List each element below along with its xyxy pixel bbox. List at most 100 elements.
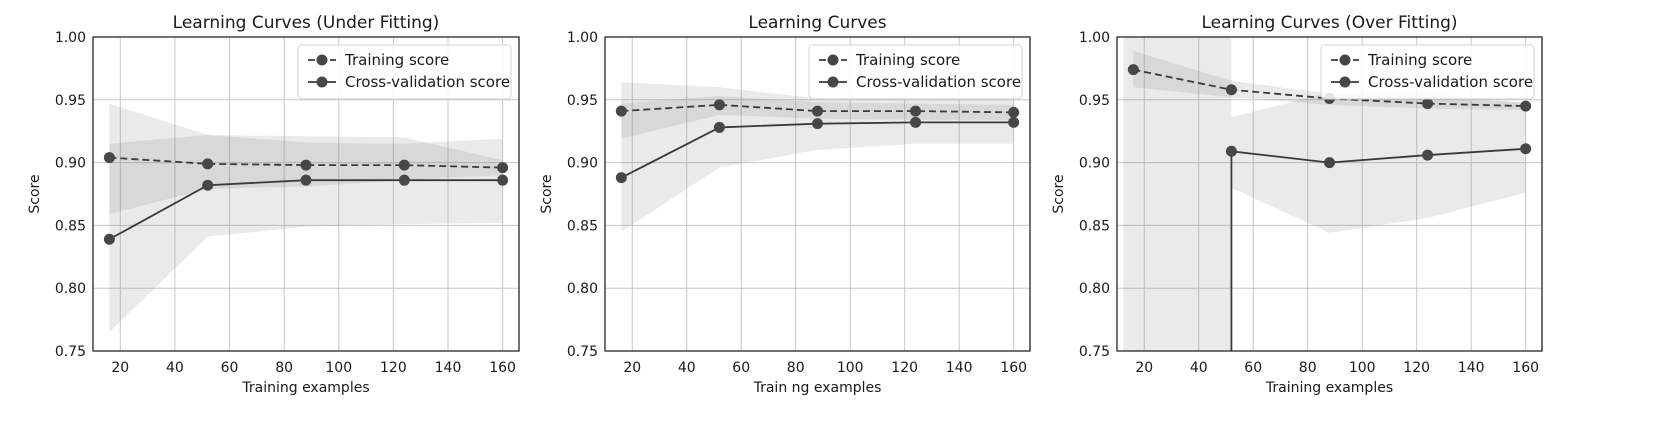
y-tick-label: 1.00: [1079, 30, 1110, 46]
legend-label-training: Training score: [1367, 51, 1472, 69]
x-tick-label: 40: [1190, 360, 1208, 376]
x-tick-label: 120: [1403, 360, 1430, 376]
legend-label-training: Training score: [344, 51, 449, 69]
legend-label-cross-validation: Cross-validation score: [1368, 73, 1533, 91]
training-score-point: [1422, 98, 1434, 110]
x-tick-label: 20: [1135, 360, 1153, 376]
variance-band-cross-validation-start: [1123, 37, 1232, 351]
training-score-point: [497, 162, 509, 174]
y-tick-label: 0.75: [567, 344, 598, 360]
x-tick-label: 140: [946, 360, 973, 376]
chart-title: Learning Curves (Under Fitting): [173, 13, 440, 33]
x-tick-label: 80: [1299, 360, 1317, 376]
y-tick-label: 1.00: [567, 30, 598, 46]
x-axis-label: Training examples: [241, 380, 369, 396]
cross-validation-score-point: [1422, 149, 1434, 161]
x-tick-label: 20: [111, 360, 129, 376]
y-tick-label: 0.80: [55, 281, 86, 297]
y-tick-label: 0.95: [567, 93, 598, 109]
y-tick-label: 0.85: [55, 218, 86, 234]
y-axis-label: Score: [27, 174, 43, 213]
y-tick-label: 0.90: [1079, 156, 1110, 172]
training-score-point: [1008, 106, 1020, 118]
plot-data-layer: [615, 82, 1020, 232]
training-score-point: [300, 159, 312, 171]
x-tick-label: 60: [732, 360, 750, 376]
cross-validation-score-point: [812, 118, 823, 130]
x-tick-label: 100: [1349, 360, 1376, 376]
x-tick-label: 60: [1244, 360, 1262, 376]
axes-frame: [92, 36, 520, 352]
x-tick-label: 40: [166, 360, 184, 376]
legend-marker-cross-validation: [1339, 76, 1351, 88]
cross-validation-score-line: [1231, 147, 1526, 164]
y-tick-label: 0.80: [567, 281, 598, 297]
x-tick-label: 120: [891, 360, 918, 376]
chart-panel-2: 0.75 0.80 0.85 0.90 0.95 1.00 20 40 60 80 100 120 14…: [539, 13, 1031, 396]
legend-marker-training: [316, 54, 328, 66]
chart-title: Learning Curves: [748, 13, 886, 33]
x-tick-label: 60: [221, 360, 239, 376]
legend-box: [1320, 44, 1535, 100]
legend: Training score Cross-validation score: [1320, 44, 1535, 100]
axes-frame: [604, 36, 1031, 352]
legend-label-training: Training score: [855, 51, 960, 69]
cross-validation-score-point: [398, 174, 410, 186]
legend-box: [808, 44, 1023, 100]
y-tick-label: 1.00: [55, 30, 86, 46]
legend-marker-training: [827, 54, 839, 66]
training-score-point: [1520, 100, 1532, 112]
legend-label-cross-validation: Cross-validation score: [856, 73, 1021, 91]
y-axis-label: Score: [1051, 174, 1067, 213]
y-tick-label: 0.85: [567, 218, 598, 234]
cross-validation-score-point: [497, 174, 509, 186]
cross-validation-score-point: [103, 233, 115, 245]
training-score-point: [1225, 84, 1237, 96]
cross-validation-score-point: [1324, 157, 1335, 169]
legend: Training score Cross-validation score: [297, 44, 512, 100]
y-tick-label: 0.75: [55, 344, 86, 360]
plot-data-layer: [103, 103, 509, 333]
cross-validation-score-point: [202, 179, 214, 191]
x-tick-label: 100: [325, 360, 352, 376]
training-score-point: [615, 105, 627, 117]
variance-band-training: [109, 134, 503, 215]
y-tick-label: 0.85: [1079, 218, 1110, 234]
training-score-point: [103, 152, 115, 164]
y-tick-label: 0.95: [1079, 93, 1110, 109]
chart-panel-3: 0.75 0.80 0.85 0.90 0.95 1.00 20 40 60 80 100 120 14…: [1051, 13, 1543, 396]
cross-validation-score-point: [1225, 145, 1237, 157]
training-score-point: [1127, 64, 1139, 76]
cross-validation-score-point: [1520, 143, 1532, 155]
x-tick-label: 160: [1512, 360, 1539, 376]
legend: Training score Cross-validation score: [808, 44, 1023, 100]
legend-marker-training: [1339, 54, 1351, 66]
training-score-point: [713, 99, 725, 111]
x-tick-label: 100: [837, 360, 864, 376]
y-tick-label: 0.95: [55, 93, 86, 109]
x-tick-label: 20: [623, 360, 641, 376]
x-tick-label: 160: [1000, 360, 1027, 376]
y-axis-label: Score: [539, 174, 555, 213]
chart-panel-1: 0.75 0.80 0.85 0.90 0.95 1.00 20 40 60 80 100 120 14…: [27, 13, 520, 396]
x-tick-label: 80: [275, 360, 293, 376]
x-tick-label: 160: [489, 360, 516, 376]
y-tick-label: 0.90: [567, 156, 598, 172]
plot-data-layer: [1123, 37, 1532, 351]
x-tick-label: 140: [1458, 360, 1485, 376]
training-score-point: [398, 159, 410, 171]
legend-marker-cross-validation: [827, 76, 839, 88]
y-tick-label: 0.80: [1079, 281, 1110, 297]
training-score-point: [812, 105, 823, 117]
variance-band-cross-validation: [1231, 92, 1526, 233]
chart-title: Learning Curves (Over Fitting): [1201, 13, 1457, 33]
cross-validation-score-point: [615, 172, 627, 184]
y-tick-label: 0.75: [1079, 344, 1110, 360]
cross-validation-score-point: [1008, 116, 1020, 128]
x-axis-label: Train ng examples: [753, 380, 882, 396]
legend-marker-cross-validation: [316, 76, 328, 88]
y-tick-label: 0.90: [55, 156, 86, 172]
x-tick-label: 140: [435, 360, 462, 376]
x-tick-label: 120: [380, 360, 407, 376]
